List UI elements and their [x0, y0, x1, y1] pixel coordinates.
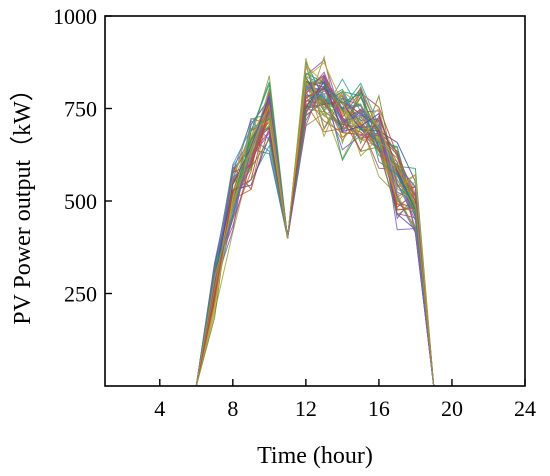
scenario-line: [195, 75, 435, 387]
x-tick-label: 4: [154, 396, 165, 421]
scenario-line: [195, 61, 435, 387]
x-tick-label: 20: [441, 396, 463, 421]
scenario-line: [195, 64, 435, 387]
y-axis-label: PV Power output（kW）: [10, 77, 36, 325]
scenario-line: [195, 95, 435, 387]
scenario-line: [195, 60, 435, 387]
scenario-line: [195, 91, 435, 387]
scenario-line: [195, 64, 435, 387]
x-tick-label: 16: [368, 396, 390, 421]
x-tick-label: 12: [295, 396, 317, 421]
scenario-line: [195, 75, 435, 387]
scenario-line: [195, 76, 435, 387]
y-tick-label: 500: [64, 189, 97, 214]
x-axis-label: Time (hour): [257, 443, 373, 469]
plot-frame: [104, 15, 526, 387]
scenario-line: [195, 81, 435, 387]
scenario-line: [195, 97, 435, 387]
series-layer: [195, 55, 435, 387]
scenario-line: [195, 64, 435, 387]
y-axis: 250 500 750 1000: [53, 4, 112, 307]
y-tick-label: 1000: [53, 4, 97, 29]
scenario-line: [195, 97, 435, 387]
scenario-line: [195, 57, 435, 387]
scenario-line: [195, 101, 435, 387]
scenario-line: [195, 94, 435, 387]
x-tick-label: 8: [227, 396, 238, 421]
scenario-line: [195, 95, 435, 387]
y-tick-label: 250: [64, 282, 97, 307]
scenario-line: [195, 74, 435, 387]
x-tick-label: 24: [514, 396, 536, 421]
scenario-line: [195, 81, 435, 387]
scenario-line: [195, 71, 435, 387]
scenario-line: [195, 76, 435, 387]
y-tick-label: 750: [64, 97, 97, 122]
scenario-line: [195, 97, 435, 387]
x-axis: 4 8 12 16 20 24: [154, 379, 536, 421]
scenario-line: [195, 93, 435, 387]
scenario-line: [195, 74, 435, 387]
scenario-line: [195, 93, 435, 387]
